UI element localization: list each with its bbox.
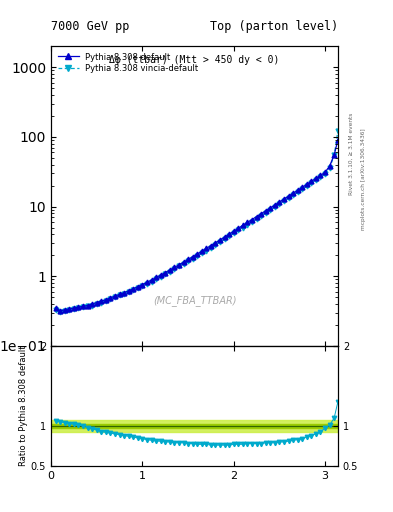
Legend: Pythia 8.308 default, Pythia 8.308 vincia-default: Pythia 8.308 default, Pythia 8.308 vinci… [55, 50, 201, 76]
Text: 7000 GeV pp: 7000 GeV pp [51, 20, 129, 33]
Text: Δφ (ttbar) (Mtt > 450 dy < 0): Δφ (ttbar) (Mtt > 450 dy < 0) [109, 55, 280, 65]
Text: Top (parton level): Top (parton level) [210, 20, 338, 33]
Text: mcplots.cern.ch [arXiv:1306.3436]: mcplots.cern.ch [arXiv:1306.3436] [361, 129, 366, 230]
Y-axis label: Ratio to Pythia 8.308 default: Ratio to Pythia 8.308 default [19, 346, 28, 466]
Text: (MC_FBA_TTBAR): (MC_FBA_TTBAR) [153, 295, 236, 307]
Text: Rivet 3.1.10, ≥ 3.1M events: Rivet 3.1.10, ≥ 3.1M events [349, 113, 354, 195]
